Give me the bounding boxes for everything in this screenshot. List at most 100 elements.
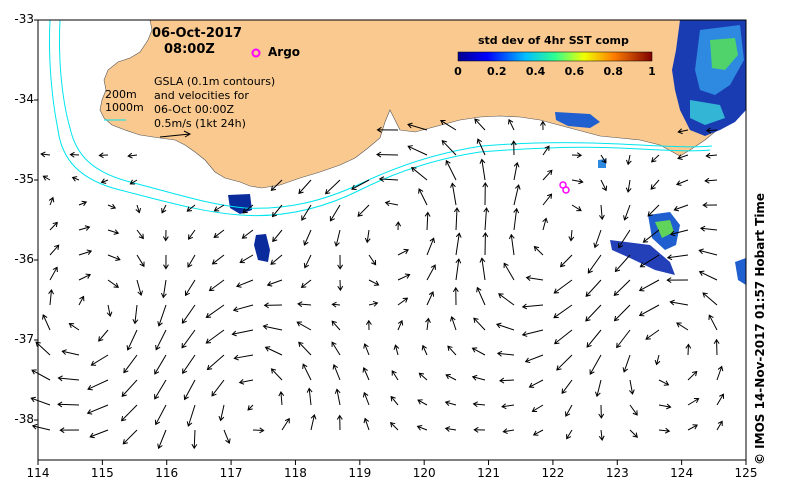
velocity-arrow xyxy=(453,207,460,231)
velocity-arrow xyxy=(532,429,544,436)
velocity-arrow xyxy=(687,370,698,381)
velocity-arrow xyxy=(673,204,689,212)
velocity-arrow xyxy=(121,379,138,397)
velocity-arrow xyxy=(187,254,196,268)
velocity-arrow xyxy=(362,367,370,381)
velocity-arrow xyxy=(416,424,428,431)
colorbar xyxy=(457,51,653,62)
velocity-arrow xyxy=(510,140,517,156)
velocity-arrow xyxy=(329,204,341,222)
velocity-arrow xyxy=(78,249,93,256)
velocity-arrow xyxy=(589,354,602,375)
velocity-arrow xyxy=(586,329,602,348)
velocity-arrow xyxy=(368,279,380,286)
velocity-arrow xyxy=(57,375,80,382)
velocity-arrow xyxy=(677,154,689,160)
velocity-arrow xyxy=(444,426,457,432)
velocity-arrow xyxy=(126,329,138,351)
velocity-arrow xyxy=(331,301,341,308)
colorbar-tick-label: 0.2 xyxy=(487,65,507,78)
velocity-arrow xyxy=(397,297,409,306)
velocity-arrow xyxy=(598,404,605,419)
info-line-2: and velocities for xyxy=(154,89,249,102)
y-tick-label: -33 xyxy=(14,12,34,26)
velocity-arrow xyxy=(705,127,718,134)
velocity-arrow xyxy=(445,373,457,381)
x-tick-label: 117 xyxy=(219,466,243,480)
velocity-arrow xyxy=(407,145,428,156)
x-tick-label: 115 xyxy=(90,466,114,480)
velocity-arrow xyxy=(182,354,196,374)
velocity-arrow xyxy=(390,395,399,406)
velocity-arrow xyxy=(501,403,515,410)
velocity-arrow xyxy=(473,426,486,433)
velocity-arrow xyxy=(553,279,573,294)
velocity-arrow xyxy=(296,321,312,331)
velocity-arrow xyxy=(568,229,575,242)
velocity-arrow xyxy=(455,258,462,281)
velocity-arrow xyxy=(658,403,672,410)
velocity-arrow xyxy=(513,184,521,206)
velocity-arrow xyxy=(542,145,550,156)
velocity-arrow xyxy=(252,427,265,434)
velocity-arrow xyxy=(391,370,399,381)
x-tick-label: 125 xyxy=(734,466,758,480)
velocity-arrow xyxy=(556,354,573,371)
velocity-arrow xyxy=(378,176,399,183)
velocity-arrow xyxy=(208,279,225,292)
velocity-arrow xyxy=(184,279,196,297)
velocity-arrow xyxy=(35,341,51,356)
velocity-arrow xyxy=(107,203,117,210)
velocity-arrow xyxy=(270,368,283,381)
velocity-arrow xyxy=(553,329,573,345)
velocity-arrow xyxy=(211,254,225,265)
velocity-arrow xyxy=(59,427,80,434)
velocity-scale-arrow xyxy=(159,133,191,138)
velocity-arrow xyxy=(213,229,225,238)
velocity-arrow xyxy=(233,354,254,361)
velocity-arrow xyxy=(418,188,428,206)
x-tick-label: 118 xyxy=(284,466,307,480)
velocity-arrow xyxy=(123,354,138,374)
velocity-arrow xyxy=(298,341,312,356)
velocity-arrow xyxy=(628,379,635,395)
velocity-arrow xyxy=(566,429,573,440)
velocity-arrow xyxy=(78,295,85,306)
velocity-arrow xyxy=(421,344,428,356)
velocity-arrow xyxy=(642,229,660,243)
velocity-arrow xyxy=(160,279,167,299)
velocity-arrow xyxy=(455,232,462,256)
velocity-arrow xyxy=(585,304,602,322)
velocity-arrow xyxy=(669,229,689,237)
velocity-arrow xyxy=(613,279,631,297)
velocity-arrow xyxy=(154,379,167,400)
velocity-arrow xyxy=(629,404,638,416)
velocity-arrow xyxy=(677,128,689,135)
velocity-arrow xyxy=(331,320,341,331)
velocity-arrow xyxy=(31,423,51,431)
velocity-arrow xyxy=(306,387,313,406)
velocity-arrow xyxy=(362,391,370,406)
velocity-arrows xyxy=(30,118,725,450)
velocity-arrow xyxy=(376,126,399,133)
velocity-arrow xyxy=(397,248,409,256)
velocity-arrow xyxy=(650,154,660,163)
velocity-arrow xyxy=(450,316,457,331)
velocity-arrow xyxy=(513,207,520,231)
velocity-arrow xyxy=(687,398,700,406)
velocity-arrow xyxy=(191,429,198,450)
velocity-arrow xyxy=(561,379,573,395)
x-tick-label: 116 xyxy=(155,466,179,480)
velocity-arrow xyxy=(183,379,196,401)
velocity-arrow xyxy=(155,329,167,351)
velocity-arrow xyxy=(42,314,51,331)
velocity-arrow xyxy=(565,404,573,417)
velocity-arrow xyxy=(440,120,457,131)
velocity-arrow xyxy=(368,300,379,307)
velocity-arrow xyxy=(638,304,660,317)
colorbar-tick-label: 0.6 xyxy=(564,65,585,78)
velocity-arrow xyxy=(698,248,718,256)
velocity-arrow xyxy=(266,279,283,287)
velocity-arrow xyxy=(263,302,283,309)
velocity-arrow xyxy=(704,177,718,184)
